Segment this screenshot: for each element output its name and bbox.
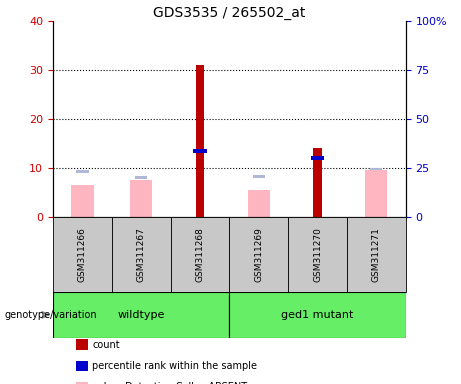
Text: wildtype: wildtype — [118, 310, 165, 320]
Bar — [248, 190, 270, 217]
Text: GSM311270: GSM311270 — [313, 227, 322, 282]
Text: GSM311268: GSM311268 — [195, 227, 205, 282]
Bar — [229, 217, 288, 292]
Bar — [313, 149, 322, 217]
Text: GSM311267: GSM311267 — [136, 227, 146, 282]
Bar — [370, 167, 383, 170]
Text: GSM311271: GSM311271 — [372, 227, 381, 282]
Bar — [229, 292, 406, 338]
Text: GSM311269: GSM311269 — [254, 227, 263, 282]
Bar — [365, 170, 387, 217]
Bar — [53, 217, 112, 292]
Text: GSM311266: GSM311266 — [78, 227, 87, 282]
Text: ged1 mutant: ged1 mutant — [281, 310, 354, 320]
Bar — [195, 65, 204, 217]
Bar — [135, 176, 148, 179]
Bar — [130, 180, 152, 217]
Text: value, Detection Call = ABSENT: value, Detection Call = ABSENT — [92, 382, 247, 384]
Text: percentile rank within the sample: percentile rank within the sample — [92, 361, 257, 371]
Bar — [311, 157, 324, 160]
Bar — [253, 175, 265, 178]
Bar — [71, 185, 94, 217]
Title: GDS3535 / 265502_at: GDS3535 / 265502_at — [153, 6, 306, 20]
Text: genotype/variation: genotype/variation — [5, 310, 97, 320]
Text: count: count — [92, 340, 120, 350]
Bar — [193, 149, 207, 152]
Bar — [288, 217, 347, 292]
Bar — [76, 170, 89, 174]
Bar — [171, 217, 230, 292]
Bar — [53, 292, 230, 338]
Bar — [347, 217, 406, 292]
Bar — [112, 217, 171, 292]
